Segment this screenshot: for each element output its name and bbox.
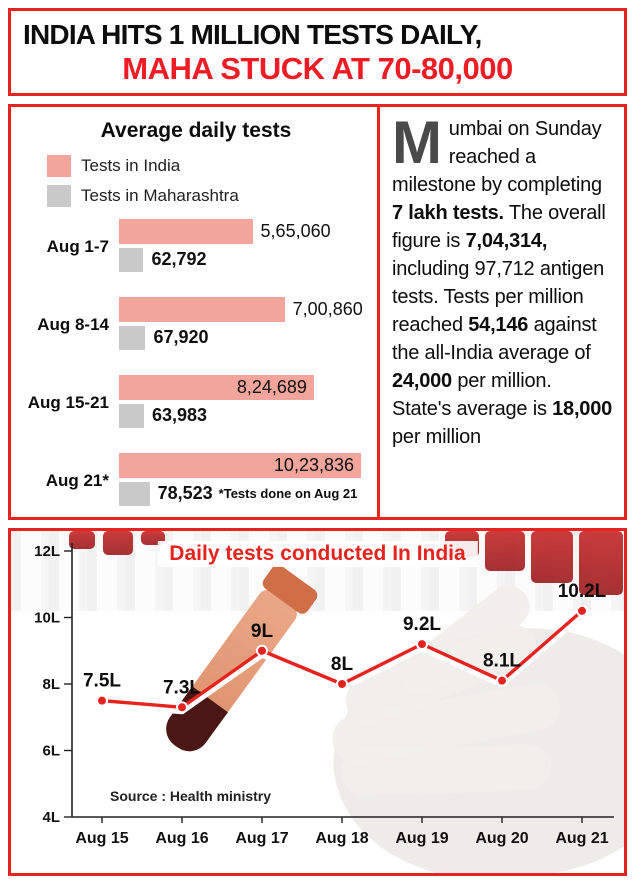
data-point-label: 10.2L: [558, 581, 607, 602]
article-column: M umbai on Sunday reached a milestone by…: [377, 107, 624, 517]
data-point-label: 7.3L: [163, 677, 201, 698]
legend-label-india: Tests in India: [81, 156, 181, 175]
bar-india-value: 8,24,689: [236, 377, 307, 397]
bar-maharashtra-value: 62,792: [151, 249, 207, 269]
data-point-label: 9.2L: [403, 614, 441, 635]
legend-swatch-india: [47, 155, 71, 177]
bar-group: Aug 15-21 8,24,689 63,983: [19, 375, 373, 431]
article-highlight-text: 18,000: [552, 398, 613, 420]
bar-india: [119, 297, 285, 322]
legend-swatch-maharashtra: [47, 185, 71, 207]
x-axis-label: Aug 19: [395, 830, 448, 847]
data-point-label: 7.5L: [83, 671, 121, 692]
bar-maharashtra-value: 78,523: [157, 483, 213, 503]
bar-india-value: 10,23,836: [273, 455, 354, 475]
article-text: per million. State's average is: [392, 370, 553, 420]
bar-maharashtra-value: 67,920: [153, 327, 209, 347]
x-axis-label: Aug 15: [75, 830, 128, 847]
bar-india-value: 7,00,860: [292, 299, 363, 319]
y-axis-label: 8L: [42, 676, 60, 693]
article-highlight-text: 7 lakh tests.: [392, 202, 504, 224]
bar-category-label: Aug 8-14: [37, 315, 109, 334]
y-axis-label: 10L: [34, 610, 60, 627]
bar-group: Aug 21* 10,23,836 78,523 *Tests done on Aug…: [19, 453, 373, 509]
headline-line1: INDIA HITS 1 MILLION TESTS DAILY,: [23, 19, 482, 50]
article-paragraph: M umbai on Sunday reached a milestone by…: [392, 109, 614, 451]
x-axis-label: Aug 18: [315, 830, 368, 847]
bar-chart-footnote: *Tests done on Aug 21: [218, 486, 358, 501]
headline-panel: INDIA HITS 1 MILLION TESTS DAILY, MAHA S…: [8, 8, 627, 96]
bar-maharashtra: [119, 247, 144, 272]
headline-line2: MAHA STUCK AT 70-80,000: [122, 51, 513, 86]
middle-panel: Average daily tests Tests in India Tests…: [8, 104, 627, 520]
bar-groups: Aug 1-7 5,65,060 62,792 Aug 8-14 7,00,860 67,…: [19, 219, 373, 509]
data-point: [576, 604, 588, 617]
legend-india: Tests in India: [47, 155, 373, 177]
bar-category-label: Aug 15-21: [27, 393, 109, 412]
data-point: [176, 701, 188, 714]
data-point-label: 9L: [251, 621, 274, 642]
source-label: Source : Health ministry: [110, 788, 271, 804]
bar-category-label: Aug 21*: [45, 471, 109, 490]
bar-maharashtra-value: 63,983: [151, 405, 208, 425]
bar-group: Aug 1-7 5,65,060 62,792: [19, 219, 373, 275]
bar-maharashtra: [119, 481, 150, 506]
y-axis-label: 12L: [34, 543, 60, 560]
bar-india-value: 5,65,060: [260, 221, 331, 241]
article-text: including 97,712 antigen tests. Tests pe…: [392, 258, 605, 336]
bar-category-label: Aug 1-7: [46, 237, 109, 256]
data-point: [96, 694, 108, 707]
x-axis-label: Aug 16: [155, 830, 208, 847]
line-chart: 4L 6L 8L 10L 12L Aug 15 Aug 16 Aug 17 Aug 18 Aug …: [34, 543, 614, 847]
line-chart-title: Daily tests conducted In India: [157, 541, 478, 567]
data-point: [496, 674, 508, 687]
bar-chart-title: Average daily tests: [100, 119, 292, 142]
data-point: [336, 678, 348, 690]
data-point: [416, 638, 428, 651]
article-text: The overall figure is: [392, 202, 606, 252]
bar-maharashtra: [119, 325, 146, 350]
data-point-label: 8.1L: [483, 651, 521, 672]
bar-chart-section: Average daily tests Tests in India Tests…: [11, 107, 377, 517]
legend-label-maharashtra: Tests in Maharashtra: [81, 186, 239, 205]
x-axis-label: Aug 17: [235, 830, 288, 847]
article-text: per million: [392, 426, 481, 448]
y-axis-label: 4L: [42, 809, 60, 826]
article-highlight-text: 7,04,314,: [465, 230, 548, 252]
bar-group: Aug 8-14 7,00,860 67,920: [19, 297, 373, 353]
article-text: umbai on Sunday reached a milestone by c…: [392, 118, 602, 196]
article-dropcap: M: [392, 109, 442, 176]
x-axis-label: Aug 21: [555, 830, 608, 847]
article-highlight-text: 24,000: [392, 370, 452, 392]
bar-india: 10,23,836: [119, 453, 361, 478]
y-axis-label: 6L: [42, 743, 60, 760]
data-point: [256, 644, 268, 657]
bar-maharashtra: [119, 403, 144, 428]
bar-india: [119, 219, 253, 244]
legend-maharashtra: Tests in Maharashtra: [47, 185, 373, 207]
x-axis-label: Aug 20: [475, 830, 528, 847]
data-point-label: 8L: [331, 654, 354, 675]
bar-india: 8,24,689: [119, 375, 314, 400]
article-text: against the all-India average of: [392, 314, 597, 364]
line-chart-panel: Daily tests conducted In India 4L 6L 8L 10L…: [8, 528, 627, 876]
article-highlight-text: 54,146: [468, 314, 529, 336]
